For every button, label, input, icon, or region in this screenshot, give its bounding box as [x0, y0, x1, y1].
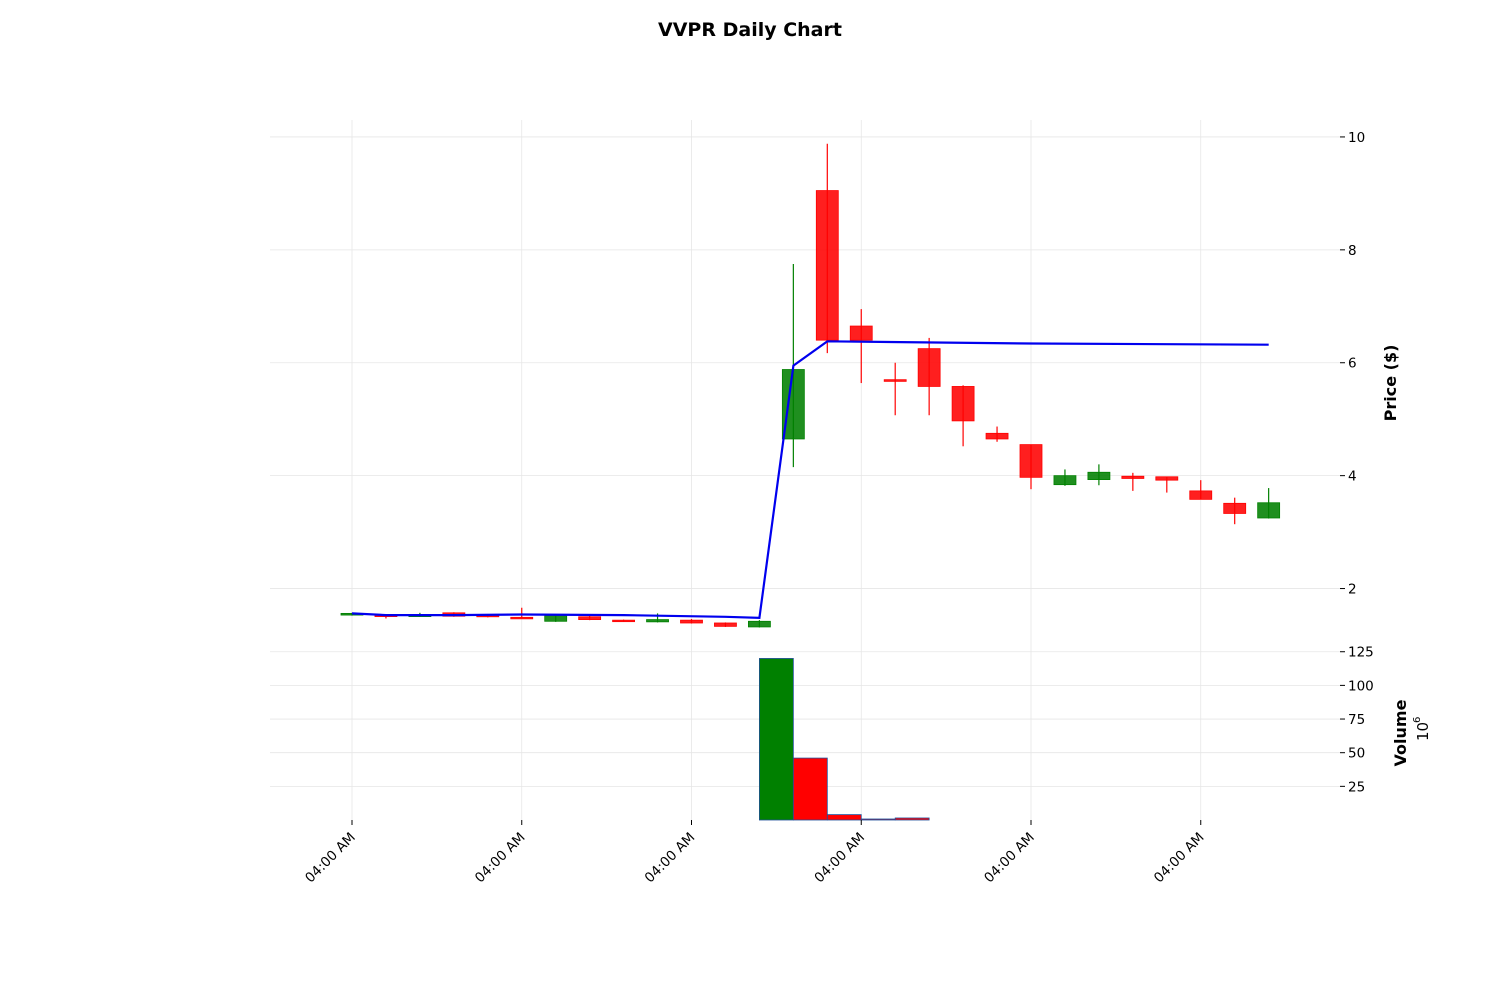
candle-body — [1189, 490, 1213, 500]
price-tick-label: 4 — [1348, 469, 1357, 485]
candle — [883, 362, 907, 416]
candle — [748, 620, 771, 628]
moving-average-line — [351, 340, 1269, 620]
x-tick-label: 04:00 AM — [302, 830, 359, 887]
volume-tick-label: 125 — [1348, 645, 1374, 661]
candle — [1053, 469, 1077, 486]
candle-body — [1087, 471, 1111, 480]
volume-bars — [759, 658, 930, 821]
candle — [1257, 488, 1281, 519]
candle — [680, 619, 703, 624]
volume-tick-label: 50 — [1348, 746, 1365, 762]
candle-body — [985, 432, 1009, 440]
candle — [849, 309, 873, 384]
volume-bar — [826, 814, 862, 821]
candle — [544, 615, 568, 622]
price-tick-label: 8 — [1348, 243, 1357, 259]
x-tick-label: 04:00 AM — [1151, 830, 1208, 887]
volume-exponent: 10 6 — [1412, 717, 1432, 741]
candle — [1155, 476, 1179, 493]
volume-bar — [860, 818, 896, 821]
candle-body — [1257, 502, 1281, 519]
candle-body — [951, 386, 975, 422]
volume-bar — [894, 817, 930, 821]
candle — [1223, 497, 1247, 525]
grid — [270, 120, 1340, 820]
volume-bar — [792, 757, 828, 821]
candle-body — [646, 619, 669, 623]
candle-body — [917, 348, 941, 387]
x-tick-label: 04:00 AM — [642, 830, 699, 887]
price-tick-label: 10 — [1348, 130, 1365, 146]
candle — [714, 622, 737, 627]
candle-body — [1019, 444, 1043, 478]
candle — [951, 385, 975, 447]
candle-body — [578, 616, 602, 620]
candle-body — [748, 620, 771, 628]
chart-title: VVPR Daily Chart — [658, 19, 842, 41]
volume-exponent-power: 6 — [1412, 717, 1423, 723]
candle — [612, 619, 635, 623]
x-tick-label: 04:00 AM — [981, 830, 1038, 887]
candle — [1121, 472, 1145, 491]
candle — [815, 143, 839, 354]
candle — [578, 615, 602, 621]
candle — [1019, 444, 1043, 490]
candle-body — [510, 616, 534, 620]
candle-body — [883, 379, 907, 382]
candle-body — [815, 190, 839, 341]
candle-body — [849, 325, 873, 341]
candle-body — [1155, 476, 1179, 481]
x-tick-label: 04:00 AM — [472, 830, 529, 887]
price-axis-label: Price ($) — [1381, 345, 1400, 422]
candles — [340, 143, 1281, 628]
candle-body — [544, 615, 568, 622]
price-tick-label: 2 — [1348, 582, 1357, 598]
volume-axis-label: Volume — [1391, 699, 1410, 766]
volume-tick-label: 100 — [1348, 678, 1374, 694]
candle-body — [714, 622, 737, 627]
candle-body — [612, 619, 635, 623]
candle-body — [1053, 475, 1077, 486]
candle — [917, 337, 941, 416]
volume-bar — [759, 658, 794, 821]
candle-body — [1223, 502, 1247, 514]
volume-tick-label: 75 — [1348, 712, 1365, 728]
volume-exponent-base: 10 — [1414, 722, 1432, 741]
price-tick-label: 6 — [1348, 356, 1357, 372]
candle — [1189, 480, 1213, 500]
candle — [510, 607, 534, 620]
candle-body — [1121, 475, 1145, 479]
candle — [985, 426, 1009, 442]
moving-average — [351, 340, 1269, 620]
volume-tick-label: 25 — [1348, 779, 1365, 795]
candle — [1087, 464, 1111, 486]
x-tick-label: 04:00 AM — [811, 830, 868, 887]
candle-body — [680, 619, 703, 624]
